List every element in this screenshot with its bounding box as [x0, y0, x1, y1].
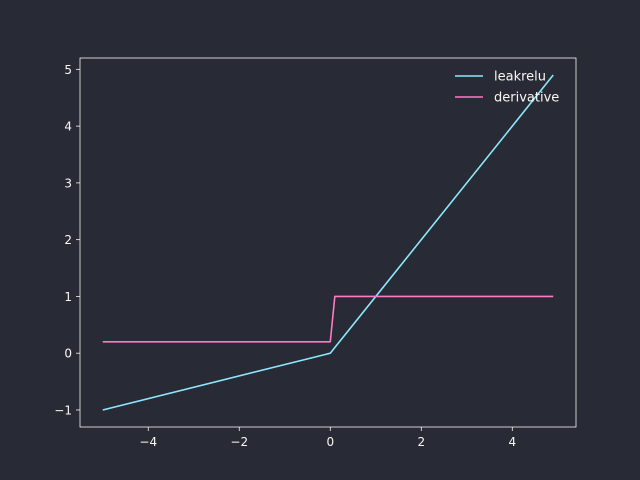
x-axis: −4 −2 0 2 4: [139, 427, 516, 449]
y-axis: −1 0 1 2 3 4 5: [54, 63, 80, 417]
series-line-leakrelu: [102, 74, 554, 411]
x-tick-label: 0: [326, 435, 334, 449]
y-tick-label: 2: [64, 233, 72, 247]
x-tick-label: −4: [139, 435, 157, 449]
y-tick-label: 0: [64, 347, 72, 361]
y-tick-label: 4: [64, 120, 72, 134]
x-tick-label: −2: [230, 435, 248, 449]
x-tick-label: 4: [508, 435, 516, 449]
plot-frame: [79, 57, 577, 428]
series-layer: [102, 74, 554, 411]
legend: leakrelu derivative: [455, 70, 559, 106]
legend-label-derivative: derivative: [494, 91, 559, 106]
x-tick-label: 2: [417, 435, 425, 449]
y-tick-label: 5: [64, 63, 72, 77]
legend-label-leakrelu: leakrelu: [494, 70, 546, 85]
y-tick-label: 1: [64, 290, 72, 304]
y-tick-label: 3: [64, 176, 72, 190]
series-line-derivative: [102, 295, 554, 343]
y-tick-label: −1: [54, 403, 72, 417]
